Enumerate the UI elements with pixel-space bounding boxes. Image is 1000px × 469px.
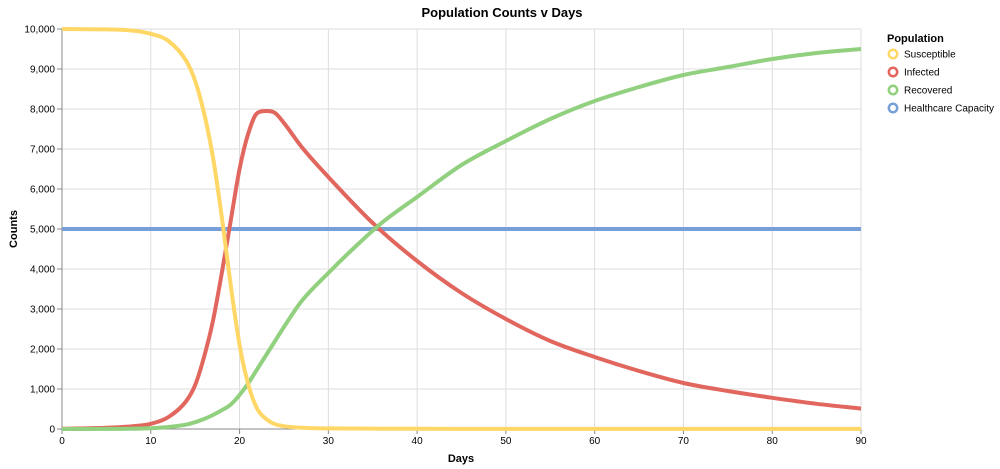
legend: Population Susceptible Infected Recovered H…	[887, 33, 994, 115]
legend-label-recovered: Recovered	[904, 86, 952, 97]
series-line-infected	[61, 109, 862, 431]
y-tick-label: 8,000	[30, 105, 55, 116]
y-tick-label: 6,000	[30, 185, 55, 196]
legend-symbol-healthcare-capacity	[887, 102, 899, 114]
series-line-recovered	[61, 47, 862, 431]
x-tick-label: 70	[678, 436, 690, 447]
series-lines	[61, 27, 862, 431]
x-tick-label: 10	[145, 436, 157, 447]
y-tick-label: 5,000	[30, 225, 55, 236]
x-tick-label: 0	[59, 436, 65, 447]
x-axis-title: Days	[448, 453, 474, 465]
x-tick-label: 90	[855, 436, 867, 447]
x-tick-label: 40	[412, 436, 424, 447]
legend-title: Population	[887, 33, 944, 45]
legend-label-healthcare-capacity: Healthcare Capacity	[904, 104, 994, 115]
series-line-susceptible	[61, 27, 861, 431]
y-tick-label: 0	[49, 425, 55, 436]
y-tick-label: 9,000	[30, 65, 55, 76]
y-tick-label: 1,000	[30, 385, 55, 396]
y-tick-label: 3,000	[30, 305, 55, 316]
x-tick-label: 80	[767, 436, 779, 447]
y-axis-title: Counts	[8, 210, 20, 248]
legend-symbol-recovered	[887, 84, 899, 96]
chart-title: Population Counts v Days	[421, 5, 582, 20]
x-tick-label: 60	[589, 436, 601, 447]
y-tick-label: 2,000	[30, 345, 55, 356]
x-tick-label: 50	[500, 436, 512, 447]
legend-label-infected: Infected	[904, 68, 940, 79]
x-tick-label: 30	[323, 436, 335, 447]
y-tick-label: 10,000	[24, 25, 55, 36]
y-tick-label: 7,000	[30, 145, 55, 156]
x-tick-label: 20	[234, 436, 246, 447]
legend-symbol-susceptible	[887, 48, 899, 60]
legend-symbol-infected	[887, 66, 899, 78]
y-tick-label: 4,000	[30, 265, 55, 276]
legend-label-susceptible: Susceptible	[904, 50, 956, 61]
